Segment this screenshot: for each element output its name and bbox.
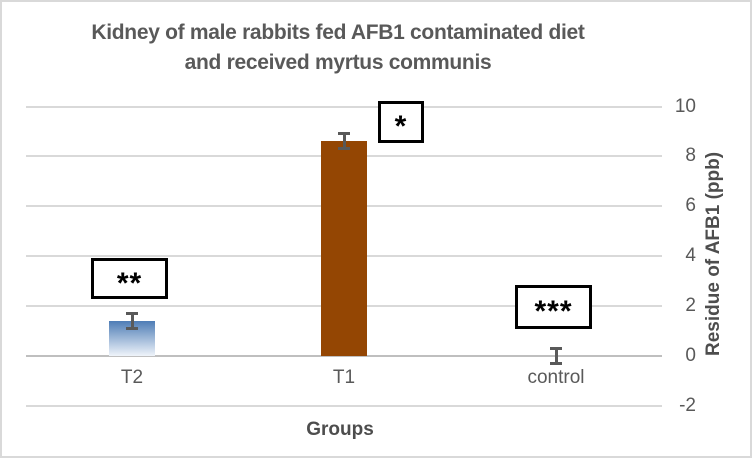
y-tick-label-0: 0 — [685, 345, 696, 366]
chart-title-line-2: and received myrtus communis — [184, 51, 492, 74]
bar-T1[interactable] — [321, 141, 367, 356]
error-cap-top-T2 — [126, 312, 138, 316]
y-tick-label-6: 6 — [685, 195, 696, 217]
gridline — [26, 404, 662, 407]
gridline — [26, 105, 662, 108]
y-tick-label-8: 8 — [685, 145, 696, 167]
error-cap-top-control — [550, 347, 562, 351]
error-cap-top-T1 — [338, 132, 350, 136]
error-bar-control — [554, 347, 558, 365]
y-tick-label-4: 4 — [685, 245, 696, 267]
error-cap-bottom-T2 — [126, 327, 138, 331]
y-tick-label-2: 2 — [685, 295, 696, 317]
error-bar-T1 — [342, 132, 346, 151]
chart-title: Kidney of male rabbits fed AFB1 contamin… — [18, 18, 658, 78]
x-category-label-T2: T2 — [120, 367, 144, 388]
x-category-label-control: control — [527, 367, 585, 388]
y-axis-title: Residue of AFB1 (ppb) — [703, 151, 724, 356]
error-bar-T2 — [130, 312, 134, 331]
significance-label-T2: ** — [116, 266, 143, 300]
x-axis-line — [26, 355, 662, 357]
significance-box-T1[interactable]: * — [378, 101, 424, 143]
significance-label-control: *** — [534, 295, 573, 328]
y-tick-label-10: 10 — [674, 95, 696, 117]
chart-title-line-1: Kidney of male rabbits fed AFB1 contamin… — [91, 21, 585, 44]
x-axis-title: Groups — [306, 419, 374, 440]
x-category-label-T1: T1 — [332, 367, 356, 388]
significance-label-T1: * — [394, 110, 408, 143]
significance-box-T2[interactable]: ** — [91, 258, 168, 300]
error-cap-bottom-control — [550, 361, 562, 365]
error-cap-bottom-T1 — [338, 147, 350, 151]
significance-box-control[interactable]: *** — [515, 285, 592, 329]
y-tick-label--2: -2 — [679, 394, 696, 416]
